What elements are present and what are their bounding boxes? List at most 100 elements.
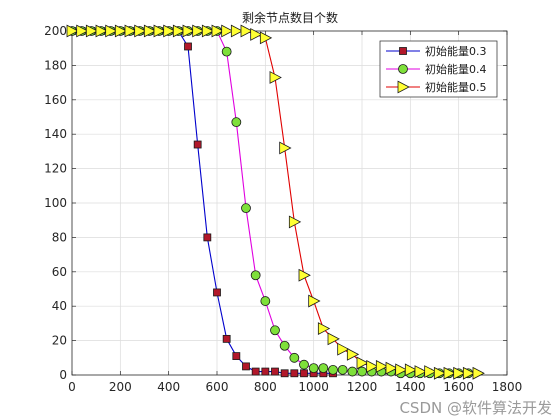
chart-title: 剩余节点数目个数 bbox=[242, 10, 338, 25]
x-tick-label: 800 bbox=[254, 380, 277, 394]
data-point bbox=[211, 24, 224, 38]
x-tick-label: 200 bbox=[109, 380, 132, 394]
data-point bbox=[317, 322, 331, 335]
data-point bbox=[308, 363, 319, 374]
x-tick-label: 1800 bbox=[492, 380, 523, 394]
data-point bbox=[270, 325, 280, 336]
y-tick-label: 180 bbox=[44, 58, 67, 72]
data-point bbox=[240, 24, 253, 38]
series-3 bbox=[66, 24, 485, 380]
data-point bbox=[193, 140, 202, 149]
data-point bbox=[105, 24, 118, 38]
data-point bbox=[433, 366, 447, 380]
data-point bbox=[66, 24, 79, 38]
data-point bbox=[231, 117, 242, 128]
data-point bbox=[289, 352, 300, 363]
data-point bbox=[308, 294, 321, 308]
data-point bbox=[279, 340, 290, 351]
data-point bbox=[288, 215, 302, 229]
data-point bbox=[260, 296, 271, 306]
data-point bbox=[356, 356, 369, 370]
data-point bbox=[95, 24, 108, 38]
data-point bbox=[192, 24, 205, 38]
data-point bbox=[153, 24, 166, 38]
x-tick-label: 1600 bbox=[443, 380, 474, 394]
data-point bbox=[366, 359, 379, 373]
y-tick-label: 80 bbox=[52, 230, 67, 244]
y-tick-label: 120 bbox=[44, 162, 67, 176]
data-point bbox=[424, 365, 437, 378]
legend-item: 初始能量0.4 bbox=[386, 62, 487, 76]
data-point bbox=[201, 24, 215, 38]
axis-ticks: 0 200 400 600 800 1000 1200 1400 1600 1800 0 20 40 60… bbox=[44, 24, 522, 394]
data-point bbox=[395, 363, 408, 377]
data-point bbox=[134, 24, 147, 38]
data-point bbox=[222, 334, 231, 343]
y-tick-label: 100 bbox=[44, 196, 67, 210]
data-point bbox=[290, 369, 299, 378]
data-point bbox=[298, 268, 311, 282]
data-point bbox=[472, 366, 485, 380]
x-tick-label: 1000 bbox=[298, 380, 329, 394]
data-point bbox=[318, 363, 329, 374]
legend-item: 初始能量0.5 bbox=[386, 80, 487, 94]
data-point bbox=[299, 359, 309, 370]
legend-marker bbox=[398, 64, 408, 74]
y-tick-label: 40 bbox=[52, 299, 67, 313]
data-point bbox=[328, 364, 338, 375]
legend-item: 初始能量0.3 bbox=[386, 44, 487, 58]
data-point bbox=[124, 24, 137, 38]
data-point bbox=[385, 361, 398, 375]
x-tick-label: 0 bbox=[68, 380, 76, 394]
data-point bbox=[76, 24, 89, 38]
data-point bbox=[250, 270, 261, 281]
legend-label: 初始能量0.5 bbox=[425, 80, 487, 94]
data-point bbox=[213, 288, 221, 297]
data-point bbox=[346, 347, 360, 361]
data-point bbox=[250, 28, 263, 41]
data-point bbox=[143, 24, 157, 38]
x-tick-label: 1200 bbox=[347, 380, 378, 394]
data-point bbox=[184, 42, 192, 51]
series-group bbox=[66, 24, 485, 380]
watermark-text: CSDN @软件算法开发 bbox=[399, 399, 552, 417]
data-point bbox=[221, 46, 232, 57]
legend: 初始能量0.3 初始能量0.4 初始能量0.5 bbox=[379, 40, 498, 98]
data-point bbox=[404, 363, 418, 377]
data-point bbox=[182, 24, 195, 38]
data-point bbox=[300, 369, 308, 378]
data-point bbox=[443, 366, 456, 380]
data-point bbox=[230, 24, 244, 38]
x-tick-label: 1400 bbox=[395, 380, 426, 394]
data-point bbox=[327, 332, 340, 346]
data-point bbox=[163, 24, 176, 38]
data-point bbox=[347, 366, 358, 377]
data-point bbox=[279, 141, 292, 155]
data-point bbox=[271, 367, 279, 376]
data-point bbox=[280, 369, 289, 378]
legend-marker bbox=[397, 80, 410, 94]
data-point bbox=[453, 366, 466, 380]
data-point bbox=[251, 367, 260, 376]
data-point bbox=[337, 342, 350, 356]
legend-label: 初始能量0.3 bbox=[425, 44, 487, 58]
data-point bbox=[462, 366, 476, 380]
x-tick-label: 600 bbox=[206, 380, 229, 394]
data-point bbox=[414, 365, 427, 378]
y-tick-label: 60 bbox=[52, 265, 67, 279]
y-tick-label: 140 bbox=[44, 127, 67, 141]
y-tick-label: 20 bbox=[52, 334, 67, 348]
data-point bbox=[114, 24, 128, 38]
data-point bbox=[261, 367, 270, 376]
data-point bbox=[85, 24, 99, 38]
data-point bbox=[337, 364, 348, 375]
data-point bbox=[232, 352, 241, 360]
legend-label: 初始能量0.4 bbox=[425, 62, 487, 76]
y-tick-label: 200 bbox=[44, 24, 67, 38]
data-point bbox=[269, 71, 282, 84]
data-point bbox=[242, 362, 250, 371]
data-point bbox=[357, 366, 367, 377]
data-point bbox=[203, 233, 212, 242]
legend-marker bbox=[399, 47, 407, 55]
